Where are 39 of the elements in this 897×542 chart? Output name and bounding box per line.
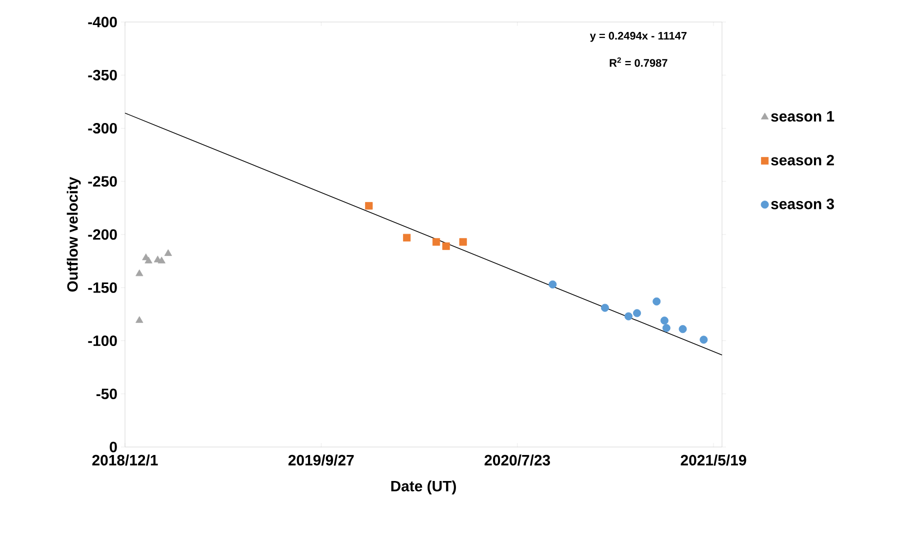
y-tick-label: -400	[88, 16, 117, 28]
y-tick-label: 0	[110, 442, 117, 452]
point	[164, 249, 172, 256]
point	[136, 269, 144, 276]
point	[600, 304, 609, 312]
y-tick-label: -100	[88, 335, 117, 346]
x-tick-label: 2019/9/27	[288, 454, 354, 466]
point	[633, 309, 641, 318]
point	[136, 316, 144, 323]
point	[158, 256, 166, 264]
y-tick-label: -350	[88, 70, 117, 80]
annotation: R$^{2}$ = 0.7987	[610, 57, 668, 67]
x-axis-title: Date (UT)	[391, 480, 456, 494]
point	[144, 256, 152, 264]
point	[652, 297, 661, 306]
y-tick-label: -150	[88, 282, 117, 293]
y-tick-label: -200	[88, 229, 117, 240]
point	[700, 336, 708, 344]
point	[442, 242, 450, 250]
point	[662, 324, 670, 332]
x-tick-label: 2018/12/1	[92, 454, 158, 466]
point	[365, 202, 373, 210]
y-tick-label: -300	[88, 122, 117, 134]
point	[548, 280, 557, 288]
annotation: y = 0.2494x - 11147	[590, 32, 687, 42]
y-tick-label: -50	[96, 388, 117, 400]
legend-label: season 2	[771, 154, 834, 166]
legend-label: season 1	[771, 111, 834, 122]
point	[432, 238, 440, 246]
y-axis-title: Outflow velocity	[66, 176, 81, 292]
point	[403, 234, 411, 242]
point	[678, 325, 687, 334]
legend-label: season 3	[771, 198, 834, 210]
point	[624, 312, 632, 320]
y-tick-label: -250	[88, 176, 117, 187]
point	[660, 316, 668, 325]
x-tick-label: 2020/7/23	[484, 454, 550, 466]
point	[459, 238, 467, 246]
x-tick-label: 2021/5/19	[680, 454, 746, 466]
